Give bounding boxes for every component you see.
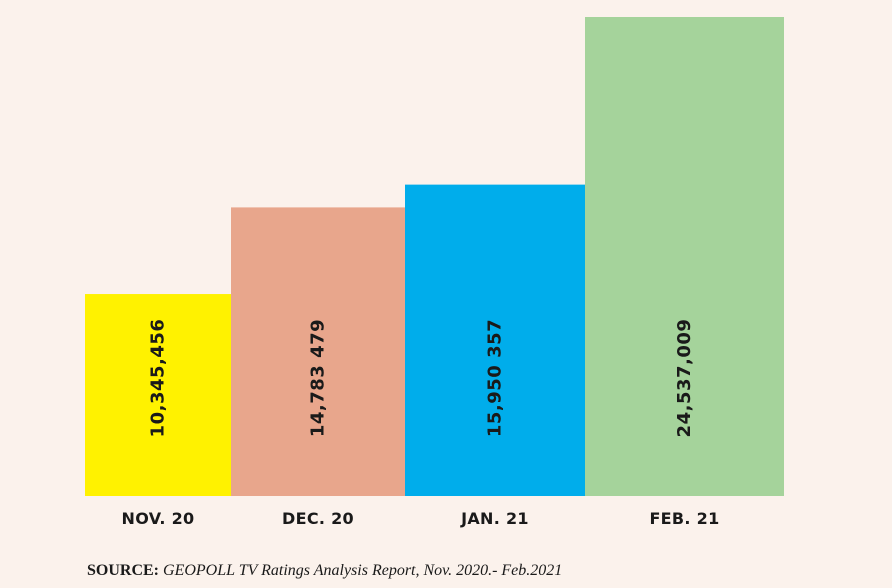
category-labels-group: NOV. 20 DEC. 20 JAN. 21 FEB. 21	[122, 509, 720, 528]
category-label: FEB. 21	[649, 509, 719, 528]
bar-feb-21	[585, 17, 784, 496]
category-label: NOV. 20	[122, 509, 195, 528]
source-text: GEOPOLL TV Ratings Analysis Report, Nov.…	[163, 562, 563, 579]
bar-value-label: 14,783 479	[308, 319, 329, 437]
value-labels-group: 10,345,456 14,783 479 15,950 357 24,537,009	[148, 319, 696, 438]
source-note: SOURCE: GEOPOLL TV Ratings Analysis Repo…	[87, 562, 562, 580]
bar-value-label: 10,345,456	[148, 319, 169, 438]
bar-jan-21	[405, 184, 585, 496]
bar-value-label: 15,950 357	[485, 319, 506, 437]
source-label: SOURCE:	[87, 562, 160, 579]
bar-dec-20	[231, 207, 405, 496]
bars-group	[85, 17, 784, 496]
bar-nov-20	[85, 294, 231, 496]
category-label: JAN. 21	[460, 509, 529, 528]
category-label: DEC. 20	[282, 509, 354, 528]
bar-value-label: 24,537,009	[674, 319, 695, 438]
